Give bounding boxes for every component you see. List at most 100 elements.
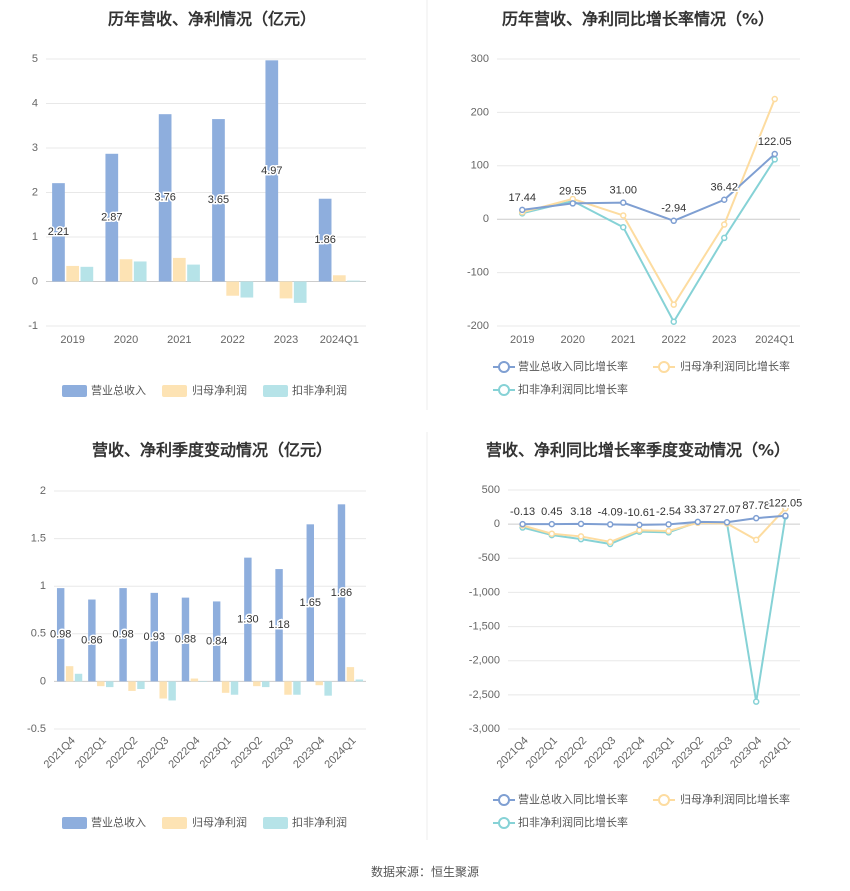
legend-swatch (263, 817, 288, 829)
bar-deducted-profit (74, 673, 83, 682)
data-label: -4.09 (598, 506, 623, 518)
bar-deducted-profit (240, 281, 254, 298)
series-point (723, 519, 731, 526)
bar-net-profit (284, 681, 292, 695)
series-point (548, 520, 556, 528)
bar-revenue (158, 114, 172, 282)
legend-marker (498, 794, 510, 806)
bar-deducted-profit (199, 681, 208, 682)
legend-label: 营业总收入同比增长率 (518, 792, 628, 806)
y-tick-label: 3 (32, 142, 38, 154)
x-tick-label: 2023 (712, 334, 736, 346)
data-label: 1.65 (300, 597, 321, 609)
chart-title: 历年营收、净利同比增长率情况（%） (502, 10, 774, 29)
series-point (665, 521, 672, 528)
x-tick-label: 2023Q4 (728, 735, 764, 771)
legend-marker (498, 361, 510, 373)
bar-deducted-profit (168, 681, 176, 701)
bar-net-profit (346, 667, 355, 682)
legend-swatch (162, 385, 187, 397)
data-label: 17.44 (508, 192, 536, 204)
bar-revenue (275, 569, 283, 682)
data-label: 2.21 (48, 226, 69, 238)
x-tick-label: 2022Q4 (611, 735, 647, 771)
data-label: 31.00 (609, 185, 637, 197)
series-point (771, 95, 778, 103)
bar-revenue (318, 198, 332, 282)
x-tick-label: 2023Q1 (198, 735, 234, 771)
x-tick-label: 2024Q1 (755, 334, 794, 346)
bar-revenue (337, 504, 346, 682)
y-tick-label: -3,000 (469, 723, 500, 735)
x-tick-label: 2023Q3 (260, 735, 296, 771)
bar-deducted-profit (80, 266, 94, 282)
x-tick-label: 2021 (167, 334, 191, 346)
bar-revenue (212, 119, 225, 282)
x-tick-label: 2023Q4 (291, 735, 327, 771)
x-tick-label: 2022Q1 (73, 735, 109, 771)
data-label: 3.76 (154, 192, 175, 204)
data-label: 1.86 (314, 234, 335, 246)
y-tick-label: -0.5 (27, 723, 46, 735)
bar-net-profit (97, 681, 105, 687)
bar-revenue (52, 183, 65, 282)
legend-swatch (62, 385, 87, 397)
legend-label: 扣非净利润 (292, 383, 347, 397)
x-tick-label: 2022Q3 (135, 735, 171, 771)
legend-label: 营业总收入 (91, 815, 146, 829)
series-point (670, 301, 677, 308)
y-tick-label: -1,500 (469, 620, 500, 632)
data-label: 0.98 (112, 629, 133, 641)
bar-deducted-profit (262, 681, 270, 688)
series-point (577, 520, 585, 528)
bar-revenue (105, 153, 119, 282)
legend-label: 营业总收入同比增长率 (518, 359, 628, 373)
data-label: 0.84 (206, 635, 227, 647)
y-tick-label: 2 (32, 186, 38, 198)
series-line (522, 514, 786, 526)
bar-net-profit (65, 666, 74, 682)
x-tick-label: 2020 (114, 334, 138, 346)
x-tick-label: 2023Q1 (641, 735, 677, 771)
y-tick-label: -2,000 (469, 655, 500, 667)
series-point (519, 206, 526, 214)
x-tick-label: 2023Q2 (670, 735, 706, 771)
series-point (620, 223, 627, 231)
legend-label: 归母净利润同比增长率 (680, 359, 790, 373)
y-tick-label: 0 (494, 518, 500, 530)
bar-revenue (119, 588, 127, 682)
series-line (522, 153, 776, 222)
series-point (519, 520, 526, 528)
y-tick-label: 300 (471, 53, 489, 65)
bar-net-profit (128, 681, 136, 691)
bar-revenue (56, 588, 65, 682)
bar-net-profit (159, 681, 167, 699)
x-tick-label: 2023 (274, 334, 298, 346)
chart-panel-3: 营收、净利季度变动情况（亿元） 2 1.5 1 0.5 0 -0.52021Q42022Q1… (27, 441, 366, 829)
y-tick-label: -2,500 (469, 689, 500, 701)
bar-deducted-profit (106, 681, 114, 688)
y-tick-label: 0 (32, 275, 38, 287)
data-label: 0.88 (175, 633, 196, 645)
data-label: 36.42 (710, 182, 738, 194)
data-source: 数据来源：恒生聚源 (371, 864, 479, 879)
data-label: -0.13 (510, 506, 535, 518)
x-tick-label: 2022 (220, 334, 244, 346)
series-point (752, 536, 760, 544)
data-label: 2.87 (101, 212, 122, 224)
data-label: 122.05 (758, 136, 792, 148)
data-label: 27.07 (713, 504, 741, 516)
bar-revenue (150, 592, 158, 682)
bar-net-profit (279, 281, 293, 299)
x-tick-label: 2024Q1 (322, 735, 358, 771)
y-tick-label: 1.5 (31, 533, 46, 545)
y-tick-label: 0 (483, 213, 489, 225)
bar-net-profit (66, 265, 80, 282)
data-label: 1.86 (331, 587, 352, 599)
legend-label: 扣非净利润 (292, 815, 347, 829)
legend-label: 扣非净利润同比增长率 (518, 815, 628, 829)
legend-label: 扣非净利润同比增长率 (518, 382, 628, 396)
bar-net-profit (226, 281, 240, 296)
series-point (606, 538, 614, 546)
x-tick-label: 2021Q4 (495, 735, 531, 771)
